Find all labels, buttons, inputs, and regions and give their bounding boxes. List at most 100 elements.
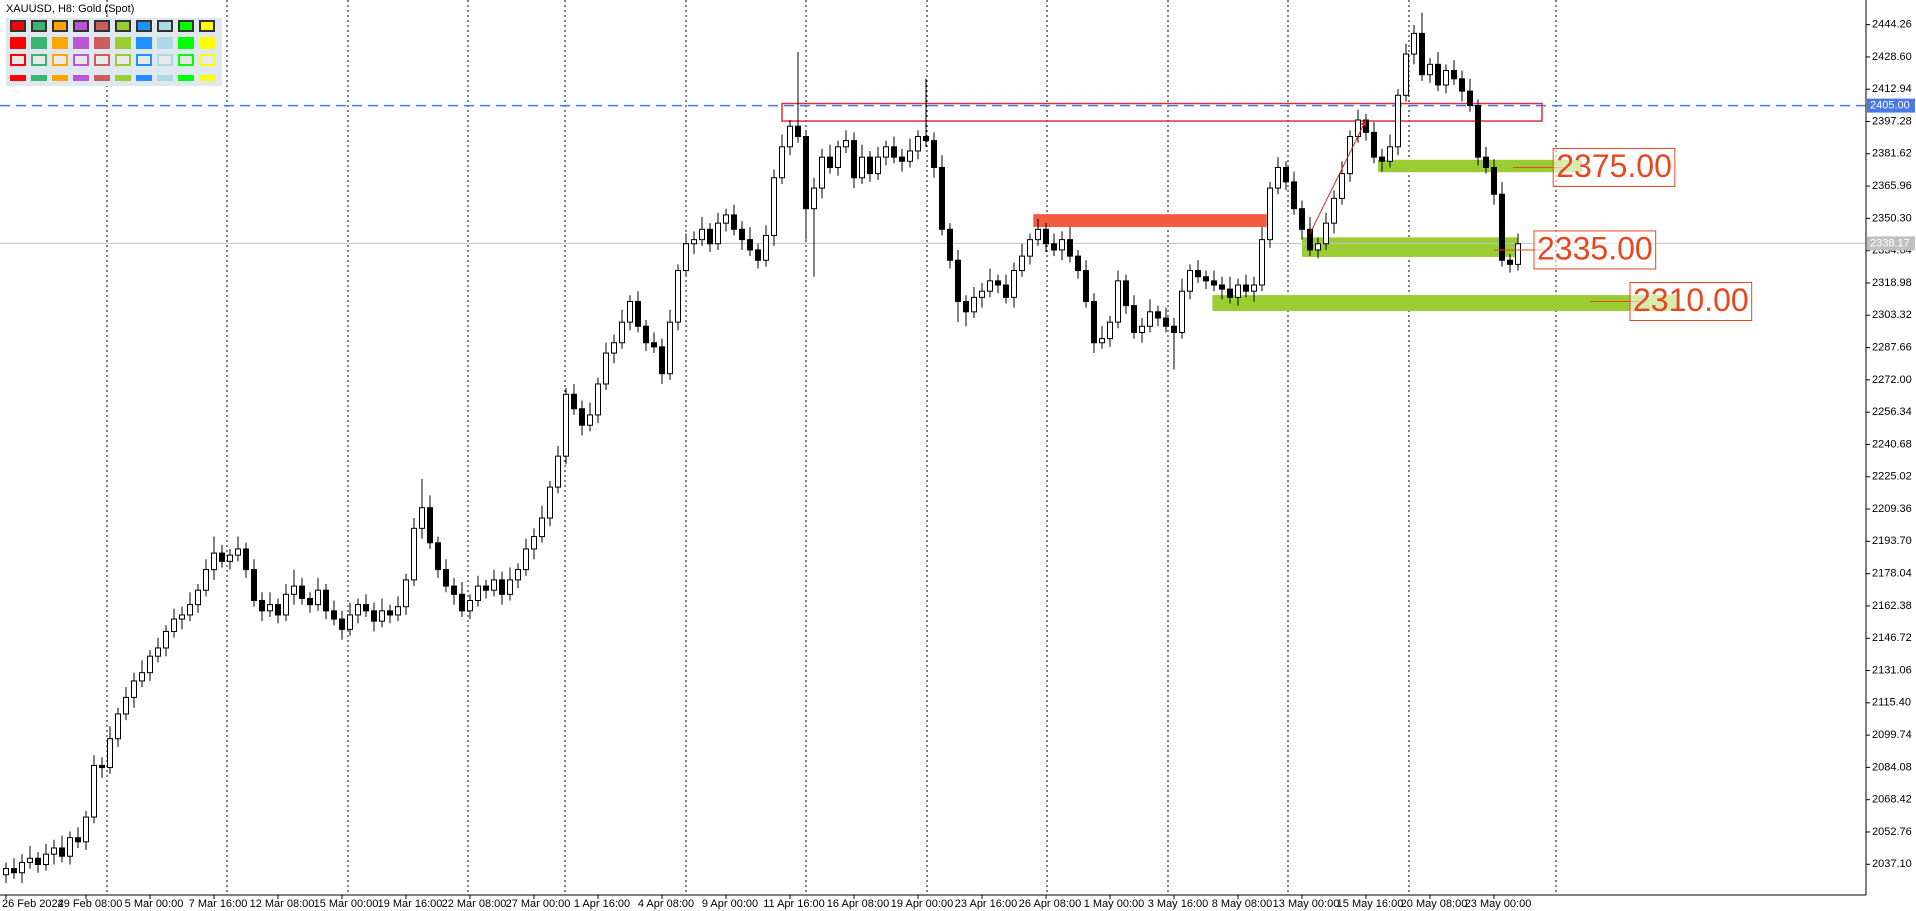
candle-body (555, 455, 561, 488)
y-tick-label: 2068.42 (1872, 794, 1912, 806)
candle-body (379, 610, 385, 622)
candle-body (1379, 156, 1385, 162)
palette-swatch[interactable] (10, 37, 26, 49)
x-tick-label: 9 Apr 00:00 (702, 898, 758, 910)
target-zone (1212, 295, 1678, 311)
candle-body (235, 548, 241, 556)
palette-swatch[interactable] (157, 54, 173, 66)
candle-body (963, 300, 969, 313)
palette-swatch[interactable] (178, 75, 194, 81)
palette-swatch[interactable] (31, 37, 47, 49)
palette-swatch[interactable] (31, 75, 47, 81)
candle-body (67, 837, 73, 857)
candle-body (59, 847, 65, 857)
x-tick-label: 16 Apr 08:00 (827, 898, 889, 910)
palette-swatch[interactable] (31, 20, 47, 32)
candle-body (371, 610, 377, 622)
palette-swatch[interactable] (178, 20, 194, 32)
palette-swatch[interactable] (115, 75, 131, 81)
candle-body (155, 647, 161, 657)
candle-body (251, 569, 257, 602)
palette-swatch[interactable] (157, 20, 173, 32)
candle-body (499, 579, 505, 595)
palette-swatch[interactable] (178, 37, 194, 49)
candle-body (1347, 136, 1353, 175)
palette-swatch[interactable] (115, 54, 131, 66)
y-tick-label: 2037.10 (1872, 858, 1912, 870)
candle-body (691, 239, 697, 245)
palette-swatch[interactable] (199, 37, 215, 49)
candle-body (187, 604, 193, 616)
palette-swatch[interactable] (94, 54, 110, 66)
candle-body (1051, 243, 1057, 251)
candle-body (987, 280, 993, 292)
candle-body (899, 156, 905, 162)
candle-body (291, 585, 297, 595)
candle-body (1363, 119, 1369, 133)
candle-body (227, 554, 233, 562)
candle-body (139, 672, 145, 682)
palette-swatch[interactable] (10, 54, 26, 66)
candle-body (867, 156, 873, 175)
candle-body (195, 589, 201, 606)
candle-body (955, 259, 961, 302)
palette-swatch[interactable] (10, 20, 26, 32)
palette-swatch[interactable] (94, 37, 110, 49)
candle-body (1179, 290, 1185, 333)
palette-swatch[interactable] (199, 20, 215, 32)
palette-swatch[interactable] (31, 54, 47, 66)
palette-swatch[interactable] (136, 75, 152, 81)
y-tick-label: 2256.34 (1872, 406, 1912, 418)
palette-swatch[interactable] (178, 54, 194, 66)
candle-body (819, 156, 825, 189)
palette-swatch[interactable] (52, 75, 68, 81)
candle-body (43, 853, 49, 865)
y-tick-label: 2115.40 (1872, 697, 1911, 709)
x-tick-label: 29 Feb 08:00 (58, 898, 123, 910)
palette-swatch[interactable] (136, 20, 152, 32)
palette-swatch[interactable] (73, 20, 89, 32)
palette-swatch[interactable] (52, 54, 68, 66)
candle-body (1043, 228, 1049, 245)
palette-swatch[interactable] (157, 37, 173, 49)
palette-swatch[interactable] (199, 75, 215, 81)
candle-body (947, 228, 953, 261)
palette-swatch[interactable] (115, 20, 131, 32)
palette-swatch[interactable] (10, 75, 26, 81)
candle-body (51, 847, 57, 855)
palette-swatch[interactable] (115, 37, 131, 49)
y-tick-label: 2397.28 (1872, 115, 1912, 127)
palette-swatch[interactable] (52, 20, 68, 32)
palette-swatch[interactable] (94, 75, 110, 81)
y-tick-label: 2381.62 (1872, 148, 1912, 160)
candle-body (883, 146, 889, 158)
candle-body (1515, 243, 1521, 265)
candle-body (1475, 105, 1481, 158)
palette-swatch[interactable] (157, 75, 173, 81)
x-tick-label: 23 Apr 16:00 (955, 898, 1017, 910)
y-tick-label: 2146.72 (1872, 632, 1912, 644)
palette-swatch[interactable] (136, 54, 152, 66)
palette-swatch[interactable] (73, 37, 89, 49)
candle-body (395, 606, 401, 616)
palette-swatch[interactable] (136, 37, 152, 49)
candle-body (1315, 243, 1321, 251)
color-palette (6, 18, 222, 86)
palette-swatch[interactable] (52, 37, 68, 49)
candle-body (1059, 239, 1065, 251)
candle-body (427, 507, 433, 544)
candle-body (675, 270, 681, 323)
candle-body (667, 321, 673, 375)
palette-swatch[interactable] (199, 54, 215, 66)
palette-swatch[interactable] (73, 54, 89, 66)
palette-swatch[interactable] (94, 20, 110, 32)
candle-body (387, 610, 393, 616)
candle-body (1259, 239, 1265, 286)
x-tick-label: 13 May 00:00 (1273, 898, 1340, 910)
candle-body (1139, 325, 1145, 333)
palette-swatch[interactable] (73, 75, 89, 81)
current-price-label: 2338.17 (1870, 237, 1910, 249)
candle-body (1395, 94, 1401, 148)
candle-body (347, 614, 353, 630)
candle-body (267, 604, 273, 612)
